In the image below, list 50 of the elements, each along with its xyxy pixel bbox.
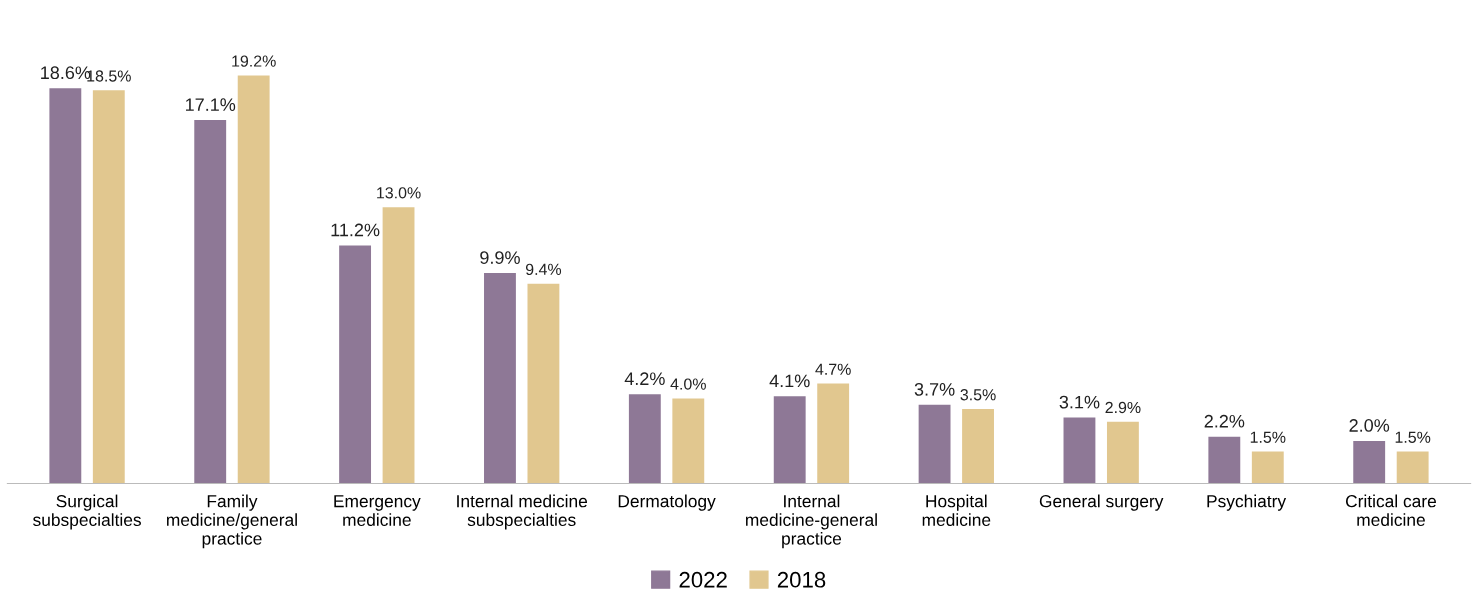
x-tick-label: Hospital medicine bbox=[922, 494, 991, 527]
x-tick-label: Critical care medicine bbox=[1345, 494, 1436, 527]
x-tick-label: Emergency medicine bbox=[334, 495, 421, 527]
x-tick-label: Internal medicine-general practice bbox=[746, 494, 877, 549]
bar bbox=[484, 273, 516, 484]
data-label: 3.7% bbox=[914, 382, 955, 396]
data-label: 9.9% bbox=[480, 251, 520, 264]
bar bbox=[382, 207, 415, 484]
bar bbox=[1353, 440, 1386, 484]
data-label: 3.5% bbox=[960, 389, 996, 401]
x-tick-label: Dermatology bbox=[618, 494, 716, 511]
legend-label: 2022 bbox=[679, 571, 727, 588]
bar bbox=[1396, 451, 1429, 484]
data-label: 2.9% bbox=[1105, 401, 1141, 414]
data-label: 2.0% bbox=[1349, 419, 1390, 432]
data-label: 2.2% bbox=[1204, 414, 1245, 428]
bar bbox=[1063, 417, 1096, 484]
data-label: 4.2% bbox=[624, 372, 665, 386]
x-tick-label: Family medicine/general practice bbox=[166, 494, 297, 549]
bar bbox=[49, 88, 82, 484]
bar bbox=[194, 120, 227, 484]
data-label: 4.7% bbox=[815, 363, 851, 375]
data-label: 19.2% bbox=[232, 55, 276, 67]
bar bbox=[237, 75, 270, 484]
x-tick-label: Internal medicine subspecialties bbox=[457, 494, 588, 530]
x-tick-label: Surgical subspecialties bbox=[33, 494, 141, 530]
x-tick-label: Psychiatry bbox=[1207, 494, 1287, 511]
bar bbox=[339, 245, 372, 484]
bar bbox=[1251, 451, 1284, 484]
legend-label: 2018 bbox=[777, 571, 826, 588]
data-label: 9.4% bbox=[525, 263, 562, 276]
data-label: 11.2% bbox=[331, 223, 380, 237]
bar bbox=[918, 404, 951, 484]
bar bbox=[962, 409, 994, 484]
bar bbox=[527, 283, 560, 484]
data-label: 13.0% bbox=[377, 187, 421, 199]
bar bbox=[672, 398, 705, 484]
data-label: 4.0% bbox=[670, 378, 706, 390]
data-label: 17.1% bbox=[185, 98, 236, 111]
x-tick-label: General surgery bbox=[1039, 494, 1164, 511]
data-label: 1.5% bbox=[1395, 431, 1431, 443]
bar bbox=[92, 90, 125, 484]
bar bbox=[628, 394, 661, 484]
bar bbox=[817, 383, 850, 484]
bar bbox=[1208, 436, 1241, 484]
data-label: 4.1% bbox=[769, 374, 810, 388]
data-label: 1.5% bbox=[1250, 431, 1286, 443]
bar bbox=[1106, 421, 1139, 484]
data-label: 3.1% bbox=[1059, 395, 1100, 409]
bar bbox=[773, 396, 806, 484]
